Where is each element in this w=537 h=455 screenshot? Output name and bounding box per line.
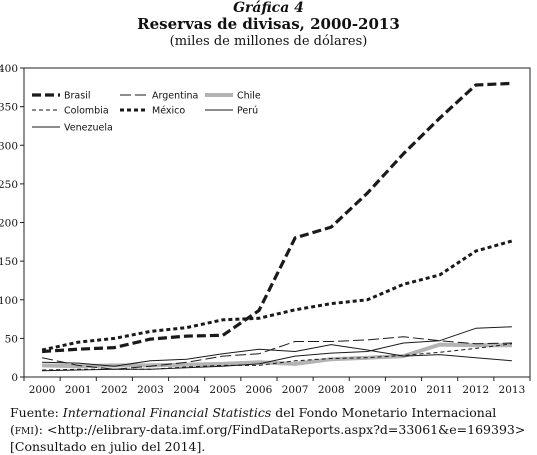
legend-label: México [152,106,185,117]
x-tick-label: 2013 [499,384,526,396]
x-tick-label: 2006 [246,384,273,396]
y-tick-label: 0 [11,372,18,384]
legend-label: Colombia [64,106,109,117]
chart-series [41,81,513,372]
source-middle: del Fondo Monetario Internacional ( [10,405,497,437]
y-tick-label: 350 [0,102,18,114]
y-tick-label: 150 [0,256,18,268]
y-tick-label: 50 [5,333,18,345]
x-tick-label: 2007 [282,384,309,396]
source-note: Fuente: International Financial Statisti… [10,404,532,455]
source-rest: ): <http://elibrary-data.imf.org/FindDat… [10,422,526,454]
x-tick-label: 2003 [137,384,164,396]
series-line-brasil [41,81,512,354]
x-tick-label: 2010 [390,384,417,396]
y-tick-label: 200 [0,218,18,230]
x-tick-label: 2001 [65,384,92,396]
series-line-venezuela [42,344,512,367]
line-chart: 0 50 100 150 200 250 300 350 400 2000 2001 2002 2003… [0,63,531,396]
legend-label: Argentina [152,91,198,102]
series-line-colombia [42,343,512,371]
legend-label: Venezuela [64,123,113,134]
y-tick-label: 250 [0,179,18,191]
y-tick-label: 100 [0,295,18,307]
chart-title: Reservas de divisas, 2000-2013 [137,15,400,33]
x-tick-label: 2011 [426,384,453,396]
y-tick-label: 400 [0,63,18,75]
x-tick-label: 2009 [354,384,381,396]
chart-subtitle: (miles de millones de dólares) [169,34,368,49]
legend-label: Perú [237,106,258,117]
x-tick-label: 2008 [318,384,345,396]
chart-legend: Brasil Argentina Chile Colombia México Perú Ve… [32,91,261,134]
source-prefix: Fuente: [10,405,63,420]
x-tick-label: 2012 [462,384,489,396]
legend-label: Chile [237,91,261,102]
legend-label: Brasil [64,91,90,102]
x-tick-label: 2004 [173,384,200,396]
x-tick-label: 2005 [209,384,236,396]
series-line-méxico [41,239,513,352]
series-line-argentina [41,336,512,370]
x-tick-label: 2002 [101,384,128,396]
source-publication: International Financial Statistics [62,405,272,420]
y-tick-label: 300 [0,140,18,152]
x-tick-label: 2000 [29,384,56,396]
chart-axes: 0 50 100 150 200 250 300 350 400 2000 2001 2002 2003… [0,63,531,396]
figure-label: Gráfica 4 [233,0,304,16]
source-abbr: fmi [14,422,34,437]
